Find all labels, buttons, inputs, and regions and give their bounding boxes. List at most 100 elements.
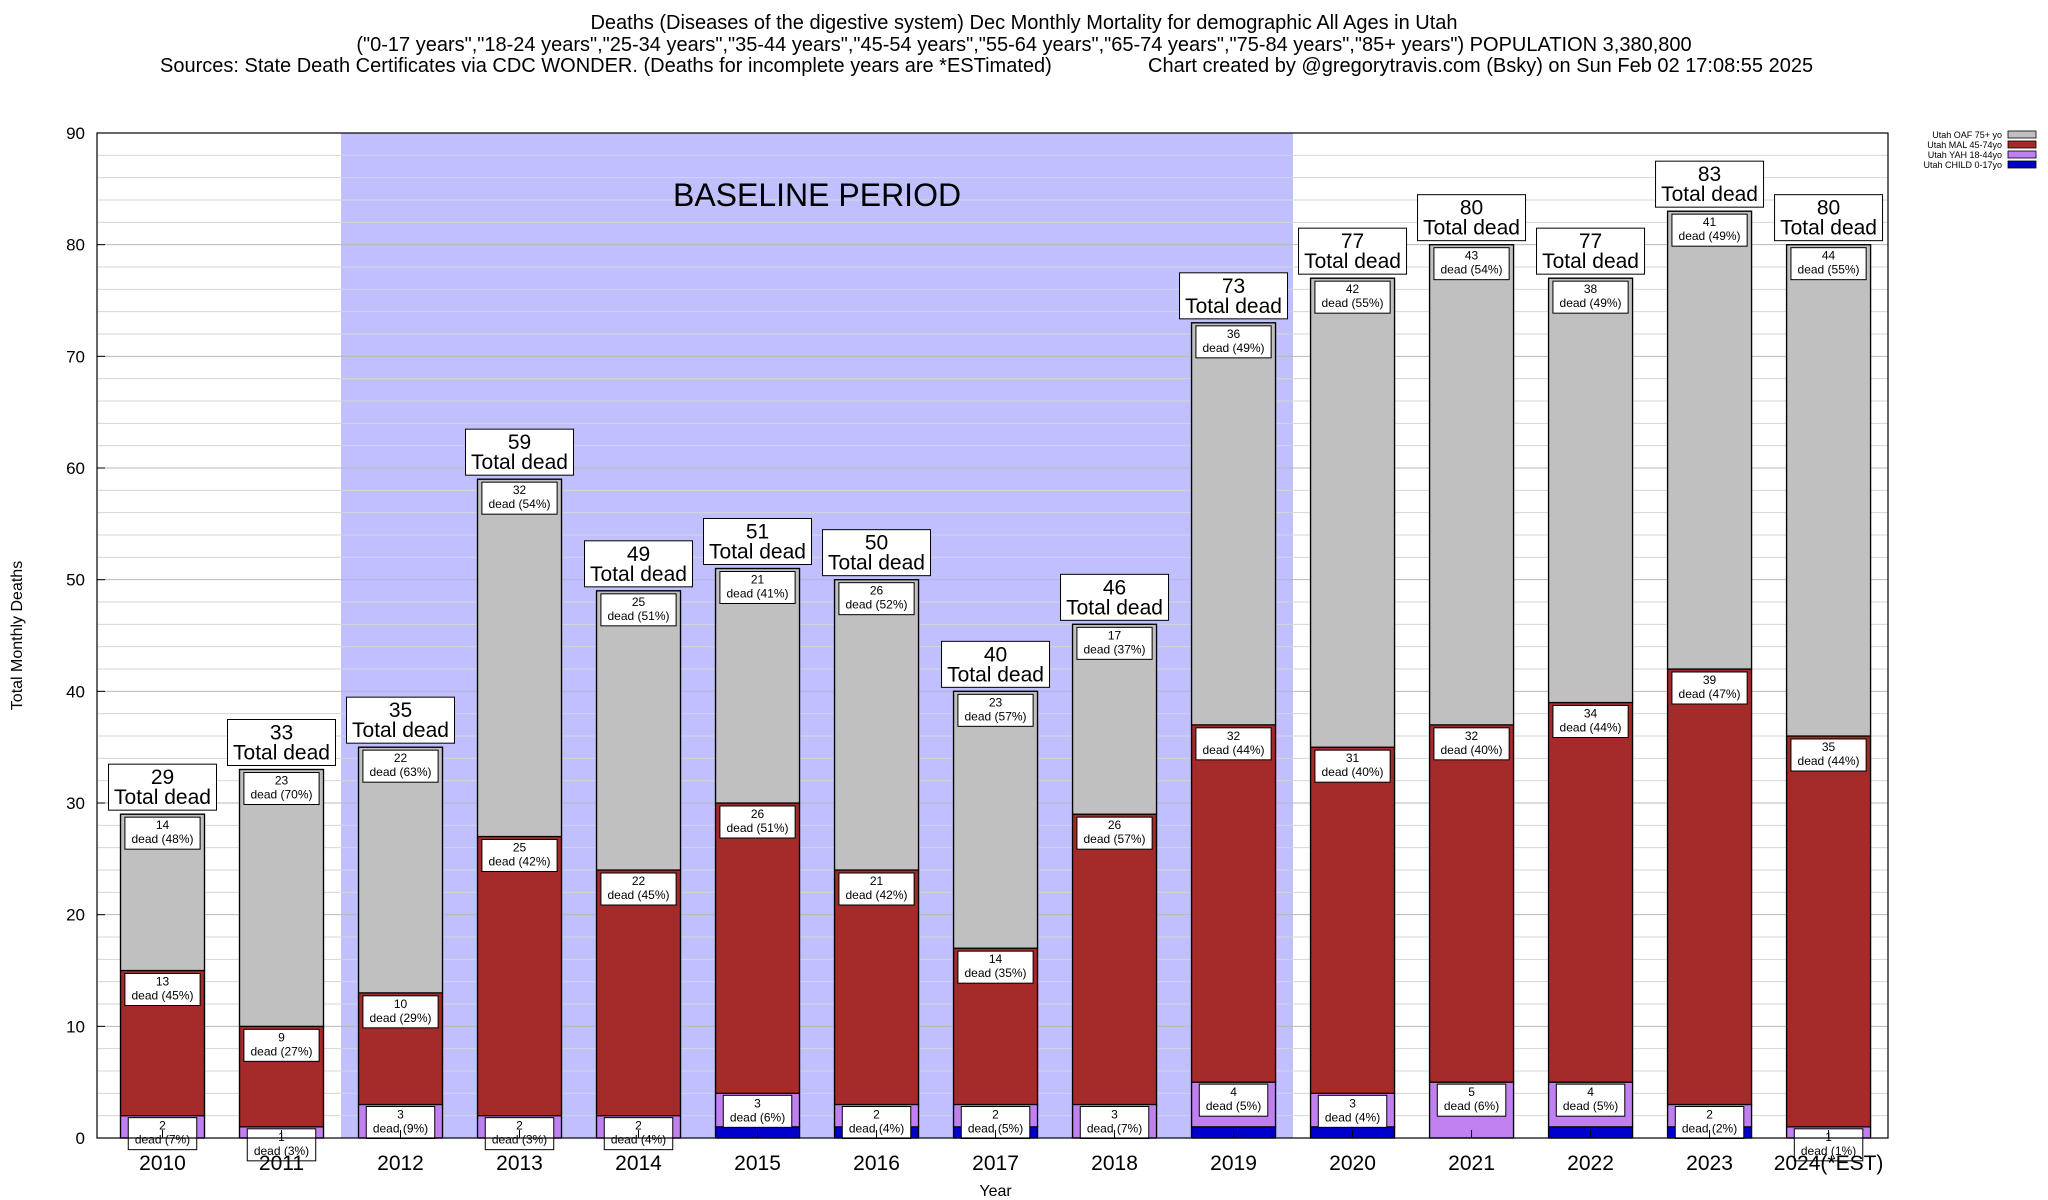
data-label-oaf-box — [243, 772, 320, 805]
x-tick-label: 2023 — [1686, 1152, 1733, 1175]
total-label-box — [822, 529, 932, 577]
data-label-oaf-box — [600, 593, 677, 627]
total-caption-label: Total dead — [1304, 250, 1401, 273]
data-label-mal-box — [124, 973, 201, 1006]
data-label-oaf-box — [1076, 626, 1153, 660]
bar-segment-oaf — [1666, 210, 1753, 670]
data-label-oaf-box — [838, 582, 915, 616]
bar-segment-oaf — [1785, 244, 1872, 737]
data-label-mal-box — [243, 1028, 320, 1062]
data-label-oaf: dead (48%) — [131, 832, 193, 846]
data-label-mal-box — [1195, 727, 1272, 761]
y-tick-label: 30 — [66, 794, 85, 813]
data-label-mal: 26 — [751, 807, 765, 821]
data-label-yah: dead (4%) — [611, 1133, 666, 1147]
data-label-mal: 32 — [1465, 729, 1479, 743]
data-label-oaf-box — [362, 749, 439, 783]
x-tick-label: 2013 — [496, 1152, 543, 1175]
bar-segment-oaf — [833, 579, 920, 871]
data-label-mal-box — [1790, 738, 1867, 772]
total-caption-label: Total dead — [1780, 217, 1877, 240]
total-label-box — [1179, 272, 1289, 320]
data-label-oaf: 43 — [1465, 249, 1479, 263]
data-label-mal: dead (51%) — [726, 821, 788, 835]
total-label-box — [1536, 227, 1646, 275]
data-label-mal: dead (44%) — [1203, 743, 1265, 757]
total-label-box — [1298, 227, 1408, 275]
data-label-yah: 2 — [992, 1108, 999, 1122]
data-label-yah: 5 — [1468, 1085, 1475, 1099]
data-label-oaf-box — [124, 816, 201, 850]
data-label-oaf: dead (57%) — [965, 709, 1027, 723]
data-label-mal: dead (44%) — [1798, 754, 1860, 768]
bar-segment-mal — [1309, 746, 1396, 1094]
total-caption-label: Total dead — [1066, 596, 1163, 619]
data-label-mal: dead (57%) — [1084, 832, 1146, 846]
total-caption-label: Total dead — [471, 451, 568, 474]
data-label-yah: dead (4%) — [849, 1122, 904, 1136]
x-axis-title: Year — [979, 1183, 1012, 1200]
bar-segment-mal — [833, 869, 920, 1106]
data-label-mal: dead (42%) — [845, 888, 907, 902]
legend-swatch — [2007, 150, 2037, 159]
data-label-yah: 4 — [1230, 1085, 1237, 1099]
bar-segment-mal — [1547, 701, 1634, 1083]
total-value-label: 77 — [1579, 230, 1602, 253]
data-label-mal: dead (45%) — [131, 989, 193, 1003]
data-label-yah-box — [722, 1094, 793, 1128]
data-label-oaf-box — [1314, 280, 1391, 314]
total-value-label: 33 — [270, 722, 293, 745]
total-caption-label: Total dead — [1423, 217, 1520, 240]
data-label-oaf-box — [719, 571, 796, 604]
x-tick-label: 2010 — [139, 1152, 186, 1175]
chart-subtitle: ("0-17 years","18-24 years","25-34 years… — [356, 34, 1692, 56]
data-label-mal-box — [719, 805, 796, 839]
data-label-oaf: dead (52%) — [845, 598, 907, 612]
legend-label: Utah YAH 18-44yo — [1928, 150, 2002, 160]
bar-segment-oaf — [1309, 277, 1396, 748]
y-tick-label: 40 — [66, 682, 85, 701]
data-label-oaf: dead (55%) — [1798, 263, 1860, 277]
total-label-box — [1417, 194, 1527, 242]
data-label-oaf: 32 — [513, 483, 527, 497]
data-label-yah: 2 — [516, 1119, 523, 1133]
bar-segment-mal — [476, 835, 563, 1117]
total-caption-label: Total dead — [1661, 183, 1758, 206]
data-label-mal: 9 — [278, 1030, 285, 1044]
bar-segment-mal — [1666, 668, 1753, 1106]
data-label-mal: dead (45%) — [607, 888, 669, 902]
data-label-yah: dead (5%) — [1563, 1099, 1618, 1113]
data-label-oaf: 42 — [1346, 282, 1360, 296]
chart-title: Deaths (Diseases of the digestive system… — [590, 12, 1458, 34]
data-label-oaf: dead (54%) — [1441, 263, 1503, 277]
legend-swatch — [2007, 160, 2037, 169]
data-label-oaf: 38 — [1584, 282, 1598, 296]
data-label-mal: dead (35%) — [965, 966, 1027, 980]
bar-segment-oaf — [238, 768, 325, 1027]
total-caption-label: Total dead — [1542, 250, 1639, 273]
y-axis-title: Total Monthly Deaths — [9, 561, 26, 710]
data-label-oaf: 14 — [156, 818, 170, 832]
bar-segment-oaf — [357, 746, 444, 994]
total-label-box — [703, 518, 813, 565]
data-label-oaf: dead (51%) — [607, 609, 669, 623]
legend-label: Utah CHILD 0-17yo — [1923, 160, 2002, 170]
y-tick-label: 20 — [66, 906, 85, 925]
y-tick-label: 0 — [76, 1129, 85, 1148]
data-label-mal-box — [1552, 705, 1629, 738]
data-label-mal: 32 — [1227, 729, 1241, 743]
data-label-yah: dead (2%) — [1682, 1122, 1737, 1136]
total-label-box — [346, 696, 456, 744]
x-tick-label: 2017 — [972, 1152, 1019, 1175]
data-label-oaf: dead (49%) — [1679, 229, 1741, 243]
data-label-mal-box — [600, 872, 677, 906]
data-label-yah: dead (6%) — [730, 1110, 785, 1124]
y-tick-label: 10 — [66, 1017, 85, 1036]
data-label-yah: dead (3%) — [492, 1133, 547, 1147]
data-label-yah: dead (4%) — [1325, 1110, 1380, 1124]
data-label-mal: 14 — [989, 952, 1003, 966]
y-tick-label: 60 — [66, 459, 85, 478]
y-tick-label: 80 — [66, 236, 85, 255]
data-label-yah: dead (6%) — [1444, 1099, 1499, 1113]
data-label-oaf: dead (63%) — [369, 765, 431, 779]
